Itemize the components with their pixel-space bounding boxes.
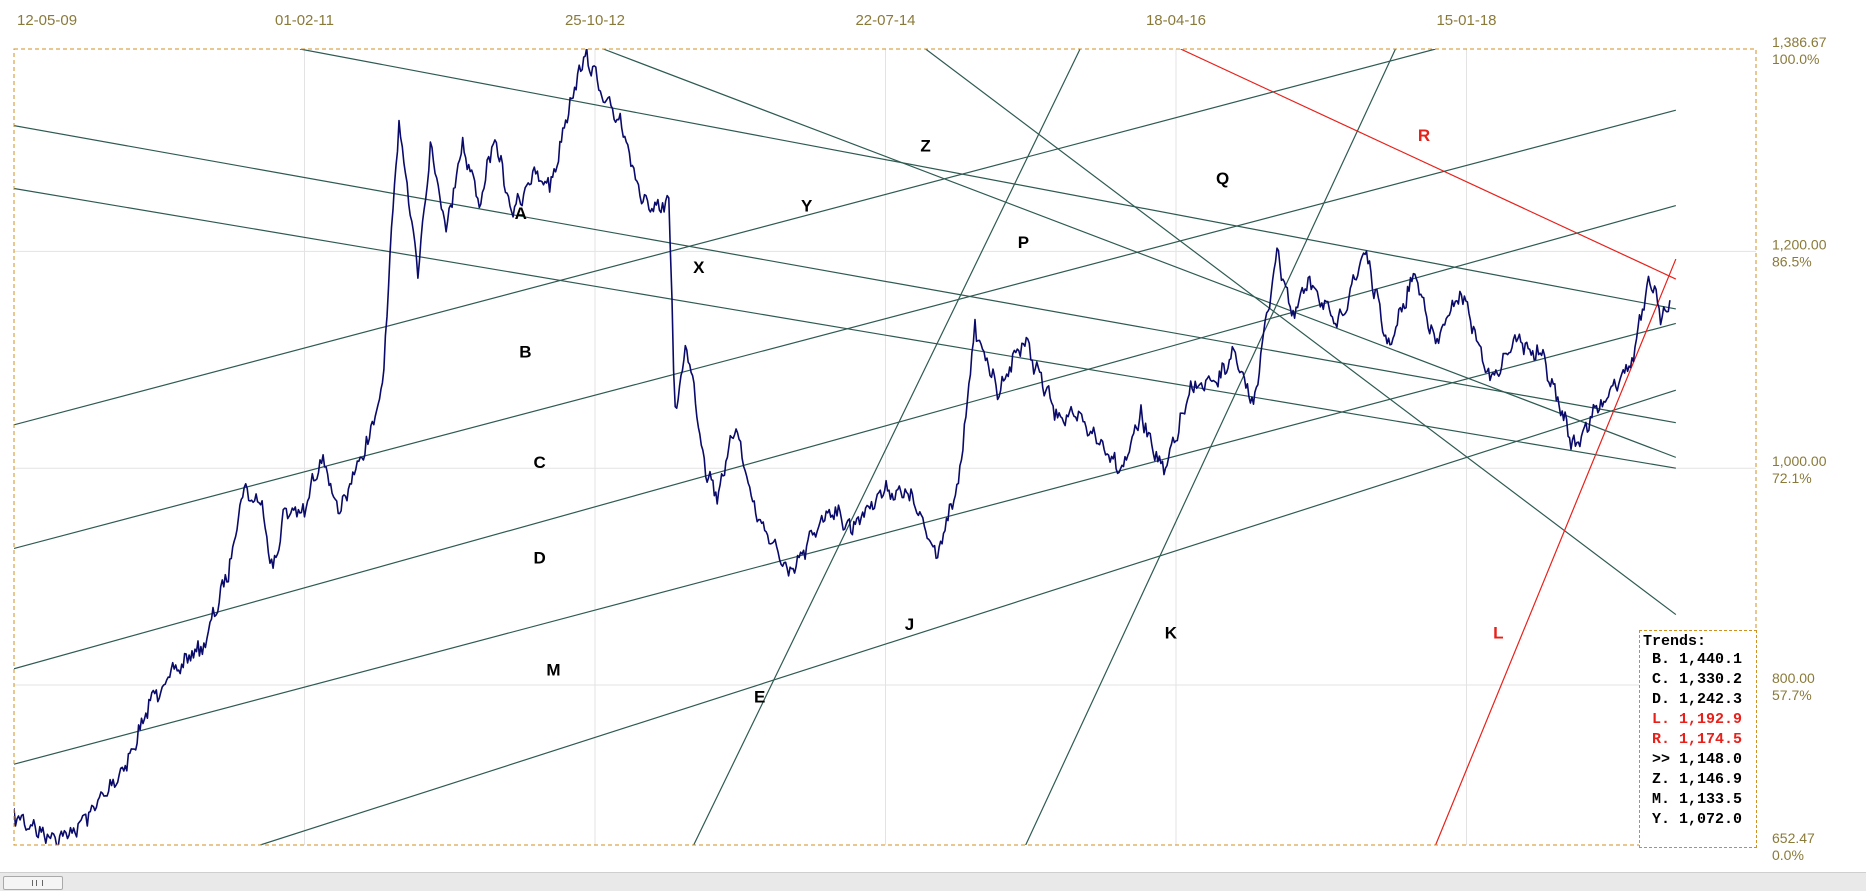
line-label-p: P	[1018, 233, 1029, 252]
x-tick-label: 22-07-14	[855, 12, 915, 29]
line-label-c: C	[534, 453, 546, 472]
y-tick-label: 1,000.00	[1772, 453, 1827, 469]
trend-line-l	[1435, 258, 1677, 845]
line-label-d: D	[534, 549, 546, 568]
trend-line-r	[1180, 49, 1677, 280]
trend-line-z	[603, 49, 1677, 458]
trend-row-b: B. 1,440.1	[1652, 651, 1743, 668]
line-label-x: X	[693, 258, 705, 277]
line-label-m: M	[546, 660, 560, 679]
line-label-a: A	[515, 204, 527, 223]
line-label-j: J	[905, 615, 914, 634]
line-label-k: K	[1165, 623, 1178, 642]
y-tick-label: 652.47	[1772, 830, 1815, 846]
x-tick-label: 01-02-11	[275, 12, 334, 29]
grid	[14, 49, 1756, 845]
plot-frame	[13, 48, 1757, 846]
trend-line-a	[14, 187, 1676, 469]
y-tick-label: 800.00	[1772, 670, 1815, 686]
trends-title: Trends:	[1643, 633, 1707, 650]
x-tick-label: 15-01-18	[1436, 12, 1496, 29]
trend-row-c: C. 1,330.2	[1652, 671, 1743, 688]
y-tick-label: 1,200.00	[1772, 236, 1827, 252]
trends-legend: Trends: B. 1,440.1 C. 1,330.2 D. 1,242.3…	[1639, 630, 1757, 848]
trend-row-l: L. 1,192.9	[1652, 711, 1743, 728]
y-pct-label: 100.0%	[1772, 51, 1819, 67]
y-pct-label: 86.5%	[1772, 253, 1812, 269]
line-label-e: E	[754, 687, 765, 706]
chart: 12-05-09 01-02-11 25-10-12 22-07-14 18-04-16…	[13, 12, 1827, 863]
trend-line-m	[14, 322, 1676, 765]
trend-row-current: >> 1,148.0	[1652, 751, 1743, 768]
trend-line-j	[693, 49, 1081, 845]
price-series	[14, 49, 1671, 845]
line-label-y: Y	[801, 196, 813, 215]
y-tick-label: 1,386.67	[1772, 34, 1827, 50]
trend-row-z: Z. 1,146.9	[1652, 771, 1743, 788]
scrollbar-thumb[interactable]	[3, 876, 63, 890]
y-pct-label: 72.1%	[1772, 470, 1812, 486]
trend-line-q	[925, 49, 1677, 616]
x-tick-label: 18-04-16	[1146, 12, 1206, 29]
x-tick-label: 12-05-09	[17, 12, 77, 29]
trend-labels: A X Y Z P Q R B C D M E J K L	[515, 126, 1504, 707]
y-pct-label: 57.7%	[1772, 687, 1812, 703]
y-pct-label: 0.0%	[1772, 847, 1804, 863]
line-label-r: R	[1418, 126, 1430, 145]
x-tick-label: 25-10-12	[565, 12, 625, 29]
trend-line-y	[299, 49, 1676, 310]
line-label-q: Q	[1216, 169, 1229, 188]
x-axis: 12-05-09 01-02-11 25-10-12 22-07-14 18-04-16…	[17, 12, 1497, 29]
trend-line-e	[260, 389, 1677, 845]
trend-row-y: Y. 1,072.0	[1652, 811, 1743, 828]
trend-row-d: D. 1,242.3	[1652, 691, 1743, 708]
line-label-z: Z	[920, 137, 930, 156]
trend-row-m: M. 1,133.5	[1652, 791, 1743, 808]
trend-row-r: R. 1,174.5	[1652, 731, 1743, 748]
line-label-b: B	[519, 343, 531, 362]
grip-icon	[32, 880, 43, 886]
trend-line-k	[1025, 49, 1397, 845]
trend-line-x	[14, 125, 1676, 424]
trend-line-c	[14, 109, 1676, 550]
price-line	[14, 49, 1671, 845]
line-label-l: L	[1493, 623, 1503, 642]
trend-line-b	[14, 49, 1436, 426]
horizontal-scrollbar[interactable]	[0, 872, 1866, 891]
trend-lines	[14, 49, 1677, 845]
trend-line-d	[14, 204, 1677, 670]
